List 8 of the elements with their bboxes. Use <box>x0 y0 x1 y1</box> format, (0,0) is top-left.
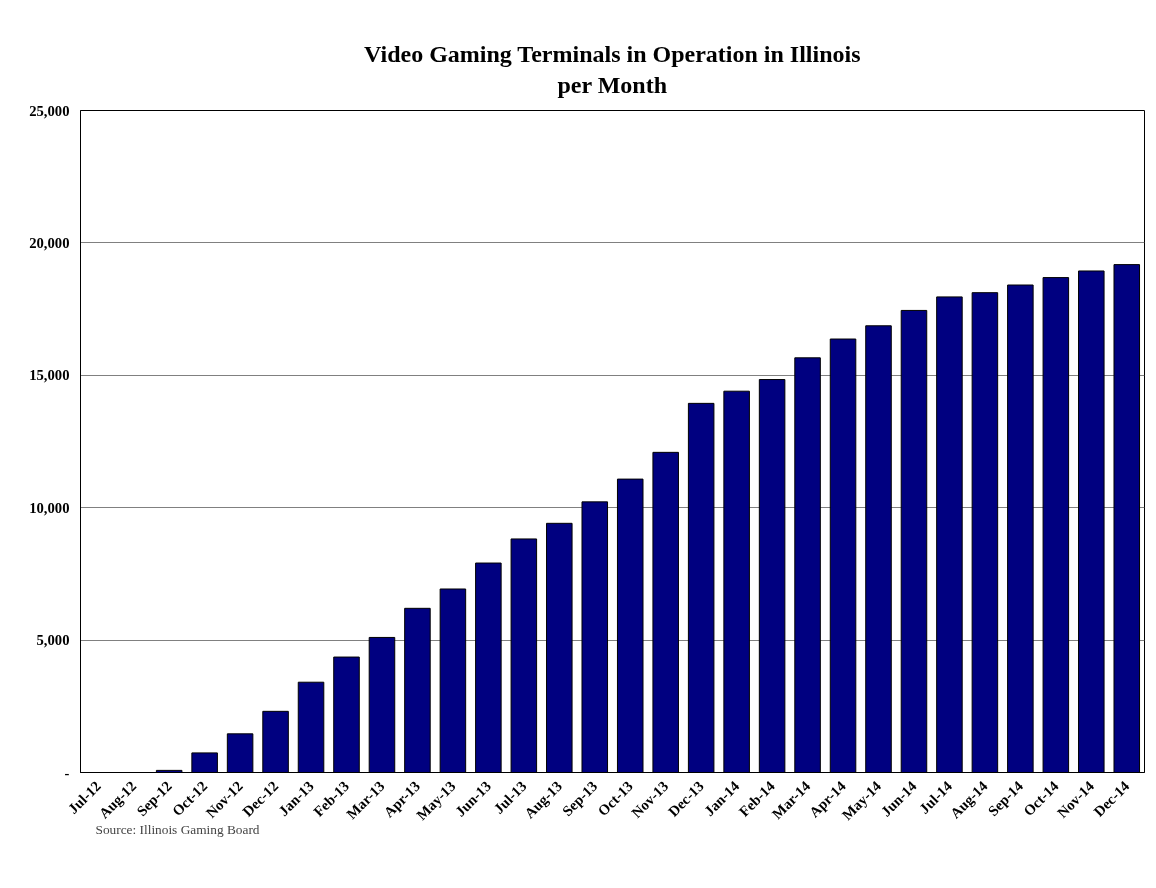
y-tick-label: - <box>64 764 70 781</box>
y-tick-label: 10,000 <box>29 499 70 516</box>
chart-title: Video Gaming Terminals in Operation in Illinois per Month <box>364 41 861 99</box>
y-tick-label: 5,000 <box>36 632 70 649</box>
source-note: Source: Illinois Gaming Board <box>95 821 260 837</box>
y-tick-label: 25,000 <box>29 102 70 119</box>
y-tick-label: 15,000 <box>29 367 70 384</box>
y-tick-label: 20,000 <box>29 234 70 251</box>
